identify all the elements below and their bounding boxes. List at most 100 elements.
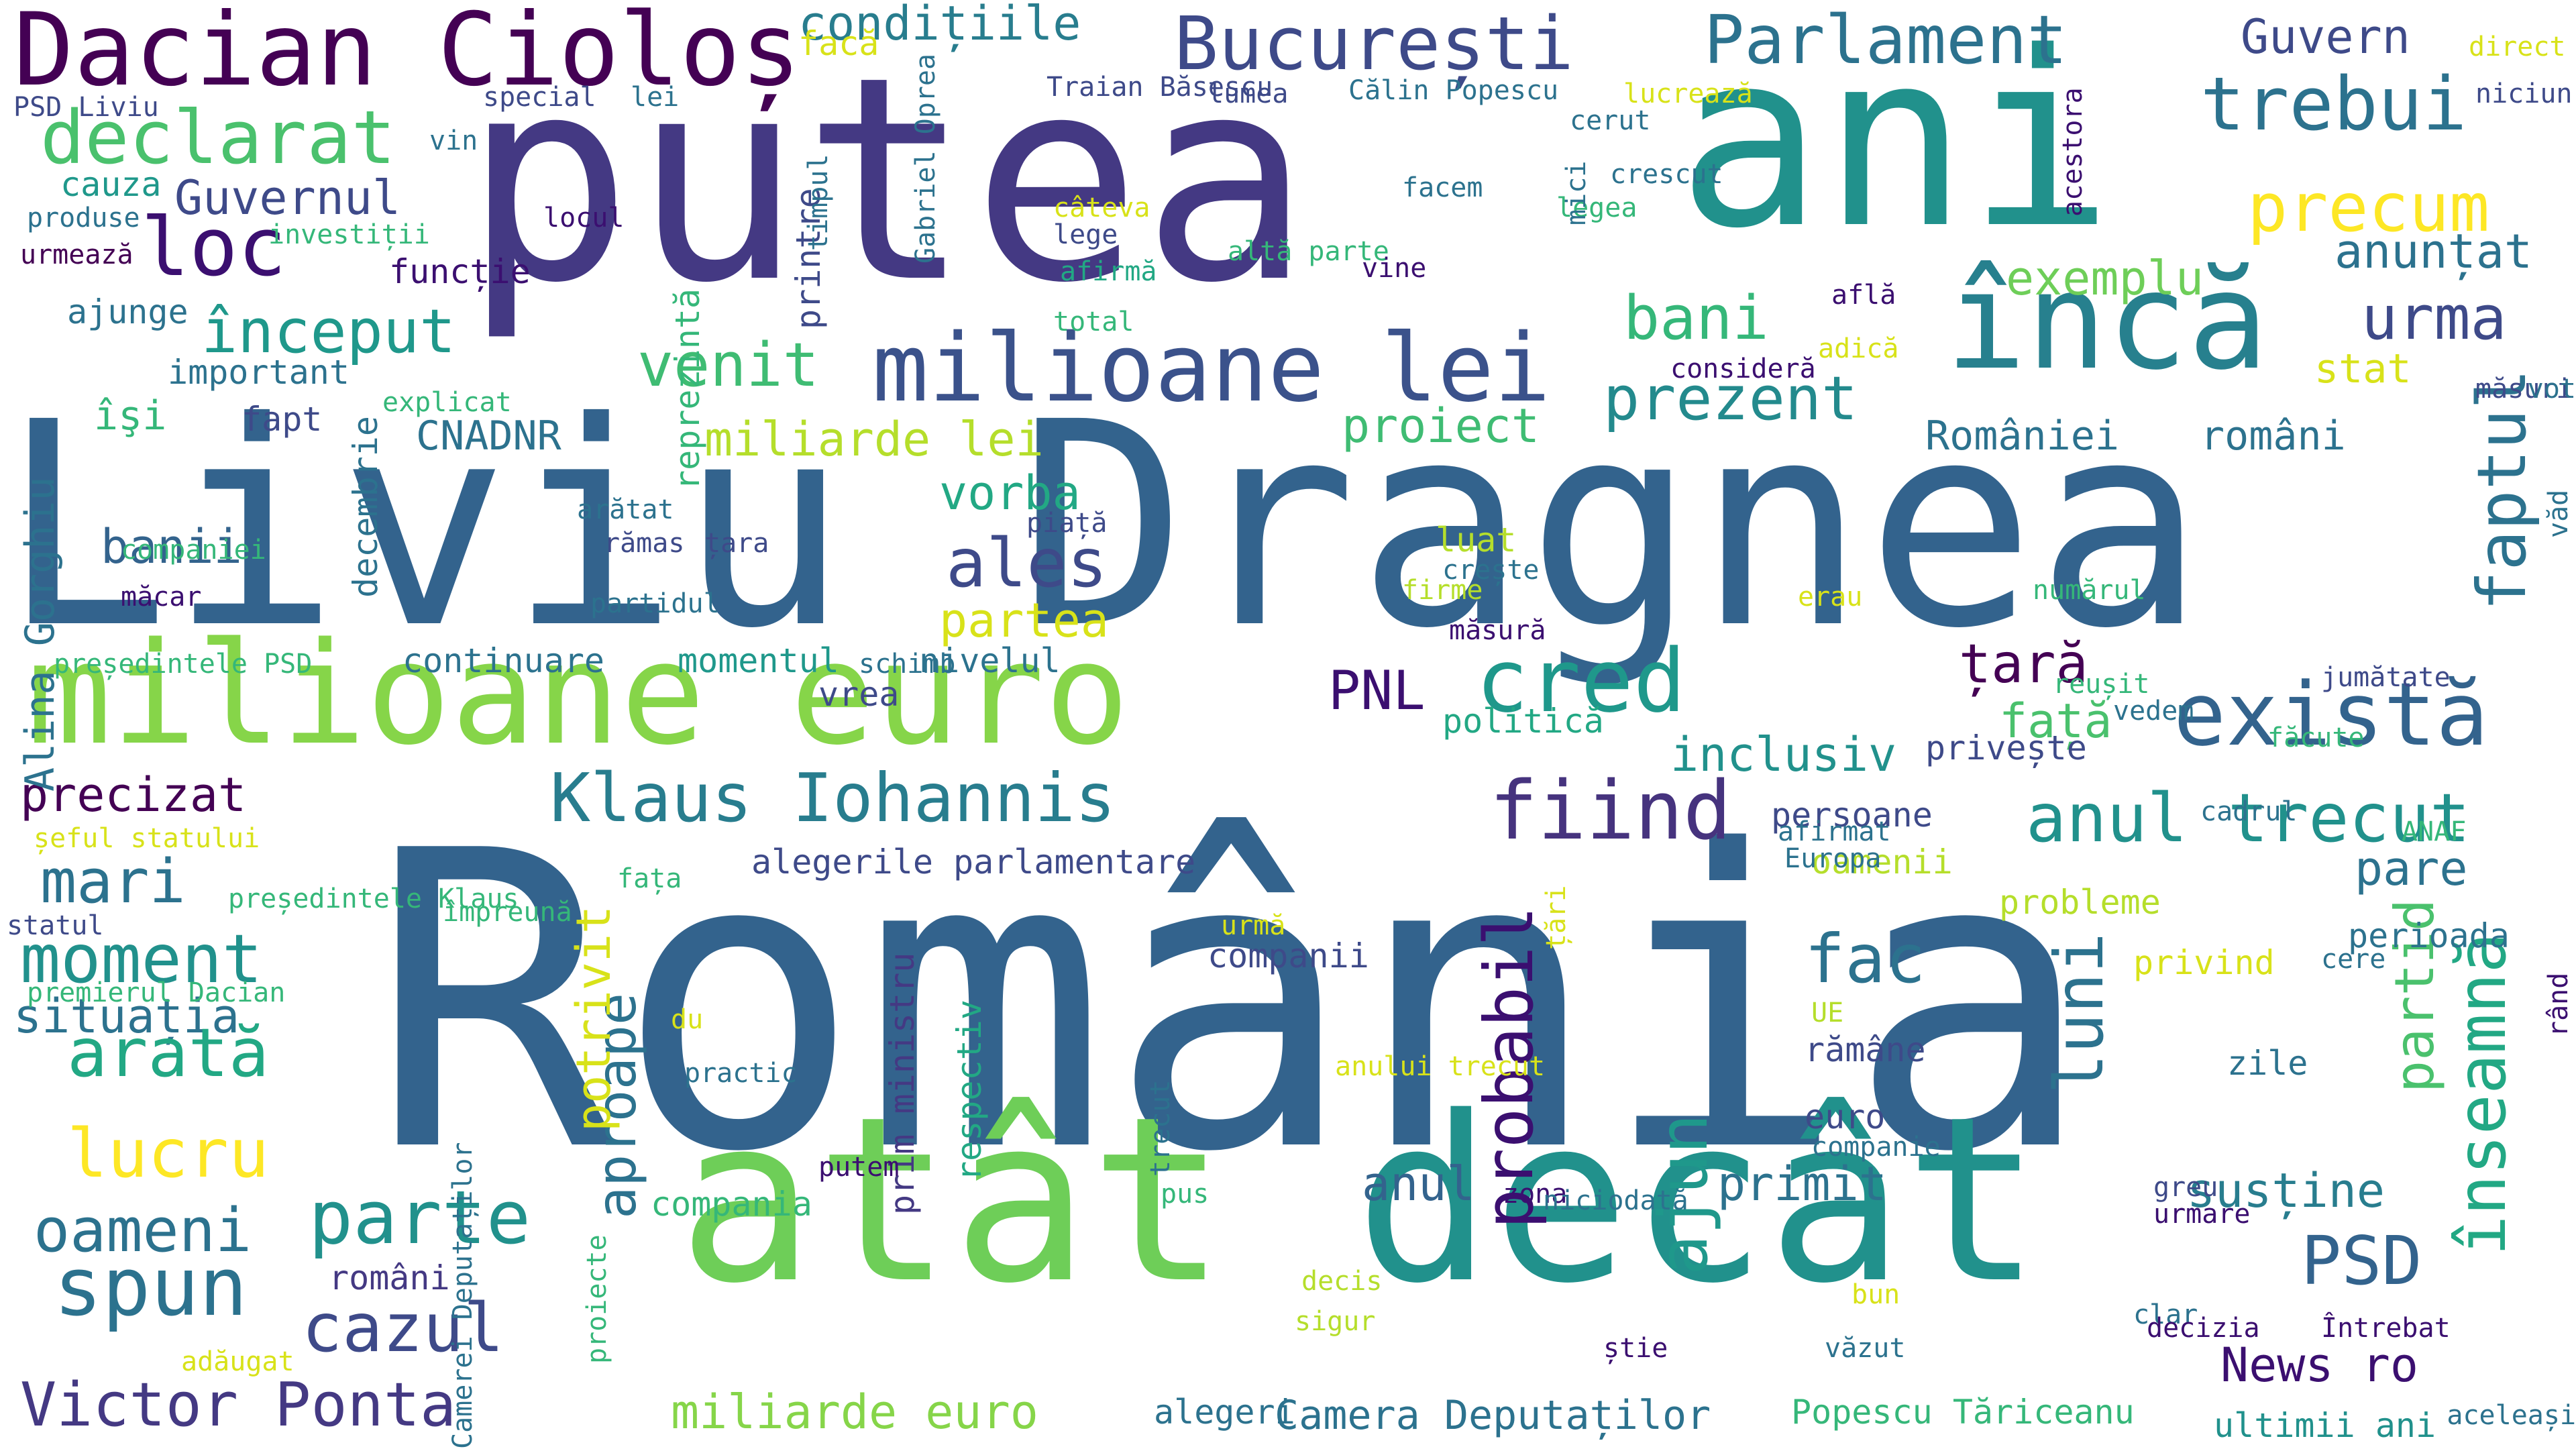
word-cloud-word: Victor Ponta (20, 1370, 457, 1440)
word-cloud-word: putea (463, 17, 1311, 345)
word-cloud-word: condițiile (798, 0, 1081, 51)
word-cloud-word: ultimii ani (2214, 1406, 2436, 1445)
word-cloud-word: urma (2361, 283, 2507, 354)
word-cloud-word: primit (1717, 1157, 1887, 1212)
word-cloud-word: numărul (2033, 575, 2146, 606)
word-cloud-word: explicat (382, 387, 512, 418)
word-cloud-word: reușit (2053, 669, 2150, 700)
word-cloud-word: PSD (2301, 1222, 2422, 1300)
word-cloud-word: rămas (604, 528, 685, 559)
word-cloud-word: urmă (1221, 910, 1286, 941)
word-cloud-word: făcute (2267, 722, 2365, 753)
word-cloud-word: urmează (20, 239, 133, 270)
word-cloud-word: continuare (402, 641, 605, 680)
word-cloud-word: ales (946, 524, 1108, 602)
word-cloud-word: cere (2321, 944, 2386, 975)
word-cloud-word: miliarde euro (671, 1385, 1038, 1440)
word-cloud-word: oamenii (1811, 843, 1953, 881)
word-cloud-word: urmare (2153, 1199, 2251, 1230)
word-cloud-word: România (369, 765, 2094, 1241)
word-cloud-word: văzut (1825, 1333, 1906, 1364)
word-cloud-word: decât (1355, 1068, 2042, 1334)
word-cloud-word: arată (67, 1014, 270, 1092)
word-cloud-word: adăugat (181, 1346, 294, 1377)
word-cloud-word: țări (1541, 885, 1572, 951)
word-cloud-word: încă (1945, 244, 2269, 400)
word-cloud-word: reprezintă (668, 288, 707, 490)
word-cloud-word: măcar (121, 582, 202, 612)
word-cloud-word: fiind (1489, 765, 1732, 858)
word-cloud-word: luni (2040, 932, 2118, 1094)
word-cloud-word: pare (2355, 841, 2468, 896)
word-cloud-word: aceleași (2447, 1400, 2576, 1431)
word-cloud-word: măsuri (2475, 374, 2573, 405)
word-cloud-word: situația (13, 989, 240, 1044)
word-cloud-word: stat (2314, 345, 2412, 392)
word-cloud-word: țara (704, 528, 769, 559)
word-cloud-word: vot (2527, 374, 2576, 405)
word-cloud-word: miliarde lei (704, 412, 1044, 467)
word-cloud-word: Gabriel Oprea (910, 53, 941, 264)
word-cloud-word: arătat (577, 494, 674, 525)
word-cloud-word: președintele Klaus (228, 883, 519, 914)
word-cloud-word: zona (1503, 1179, 1568, 1210)
word-cloud-word: lei (631, 82, 680, 113)
word-cloud-word: atât (678, 1068, 1227, 1334)
word-cloud-word: Popescu Tăriceanu (1791, 1393, 2135, 1432)
word-cloud-word: vin (429, 125, 478, 156)
word-cloud-word: direct (2469, 32, 2566, 62)
word-cloud-word: altă parte (1228, 236, 1389, 267)
word-cloud-word: inclusiv (1670, 727, 1897, 782)
word-cloud-word: decizia (2147, 1313, 2260, 1344)
word-cloud-word: putem (818, 1152, 900, 1183)
word-cloud-word: cerut (1570, 105, 1651, 136)
word-cloud-word: trebui (2200, 61, 2467, 147)
word-cloud-word: început (201, 297, 456, 367)
word-cloud-word: CNADNR (416, 413, 561, 460)
word-cloud-word: proiect (1342, 398, 1540, 453)
word-cloud-word: proiecte (582, 1234, 612, 1364)
word-cloud-word: sigur (1295, 1306, 1376, 1337)
word-cloud-word: potrivit (566, 905, 621, 1132)
word-cloud-word: pus (1161, 1179, 1210, 1210)
word-cloud-word: afirmă (1060, 256, 1157, 287)
word-cloud-word: du (671, 1004, 704, 1035)
word-cloud-word: Alina Gorghiu (17, 476, 64, 792)
word-cloud-word: funcție (389, 252, 531, 291)
word-cloud-word: României (1925, 413, 2119, 460)
word-cloud-word: momentul (678, 641, 839, 680)
word-cloud-word: companie (1811, 1132, 1941, 1163)
word-cloud-word: compania (651, 1185, 812, 1224)
word-cloud-word: erau (1798, 582, 1863, 612)
word-cloud-word: declarat (40, 95, 396, 180)
word-cloud-word: înseamnă (2443, 932, 2521, 1256)
word-cloud-word: probleme (1999, 883, 2161, 922)
word-cloud-word: loc (141, 201, 286, 294)
word-cloud-word: niciun (2475, 78, 2573, 109)
word-cloud-word: cadrul (2200, 796, 2298, 827)
word-cloud-word: zile (2227, 1044, 2308, 1083)
word-cloud-word: bani (1623, 283, 1769, 354)
word-cloud-word: mari (40, 847, 186, 917)
word-cloud-word: UE (1811, 998, 1844, 1028)
word-cloud-word: locul (543, 203, 625, 233)
word-cloud-word: piață (1026, 508, 1108, 539)
word-cloud-word: euro (1805, 1097, 1886, 1136)
word-cloud-word: special (483, 82, 596, 113)
word-cloud-word: timpul (803, 154, 834, 252)
word-cloud-word: Călin Popescu (1348, 75, 1559, 106)
word-cloud-word: prezent (1603, 364, 1858, 434)
word-cloud-word: Parlament (1704, 1, 2068, 79)
word-cloud-word: partidul (590, 588, 720, 619)
word-cloud-word: banii (101, 519, 242, 574)
word-cloud-word: decembrie (346, 415, 385, 598)
word-cloud-word: ani (1677, 0, 2114, 281)
word-cloud-word: niciodată (1543, 1185, 1688, 1216)
word-cloud-word: vedem (2113, 696, 2194, 727)
word-cloud-word: Întrebat (2321, 1313, 2451, 1344)
word-cloud-word: PSD Liviu (13, 92, 159, 123)
word-cloud-word: există (2174, 663, 2489, 765)
word-cloud-word: crescut (1610, 159, 1723, 190)
word-cloud-word: rând (2543, 972, 2574, 1038)
